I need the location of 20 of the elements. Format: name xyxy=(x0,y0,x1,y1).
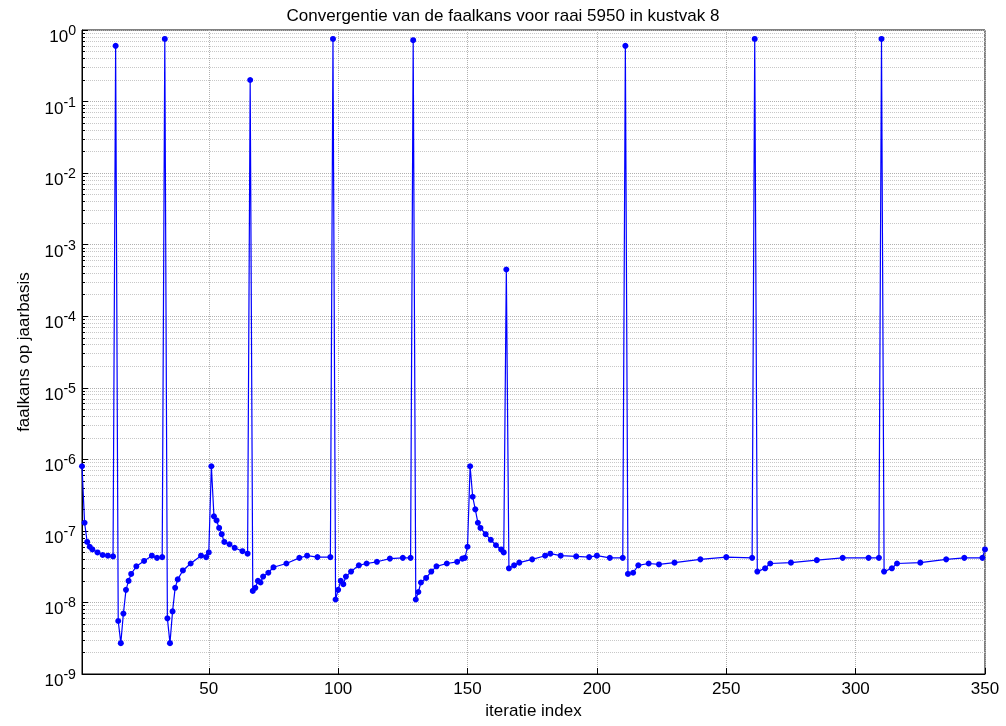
chart-title: Convergentie van de faalkans voor raai 5950 in kustvak 8 xyxy=(286,6,720,25)
y-tick-label: 10$^{0}$ xyxy=(49,21,76,47)
y-tick-label: 10$^{-8}$ xyxy=(44,593,76,620)
y-tick-label: 10$^{-1}$ xyxy=(44,92,76,119)
y-tick-label: 10$^{-3}$ xyxy=(44,235,76,262)
y-tick-label: 10$^{-2}$ xyxy=(44,164,76,190)
y-tick-label: 10$^{-6}$ xyxy=(44,450,76,476)
x-tick-label: 50 xyxy=(199,679,219,698)
x-tick-label: 350 xyxy=(970,679,1000,698)
x-tick-label: 250 xyxy=(712,679,741,698)
x-tick-label: 100 xyxy=(323,679,353,698)
y-tick-label: 10$^{-7}$ xyxy=(44,521,76,548)
y-tick-label: 10$^{-9}$ xyxy=(44,665,76,691)
x-tick-label: 150 xyxy=(453,679,482,698)
x-axis-title: iteratie index xyxy=(485,700,583,720)
x-tick-label: 300 xyxy=(841,679,870,698)
y-axis-title: faalkans op jaarbasis xyxy=(14,272,33,432)
y-tick-label: 10$^{-4}$ xyxy=(44,307,76,333)
x-tick-label: 200 xyxy=(582,679,612,698)
y-tick-label: 10$^{-5}$ xyxy=(44,378,76,405)
